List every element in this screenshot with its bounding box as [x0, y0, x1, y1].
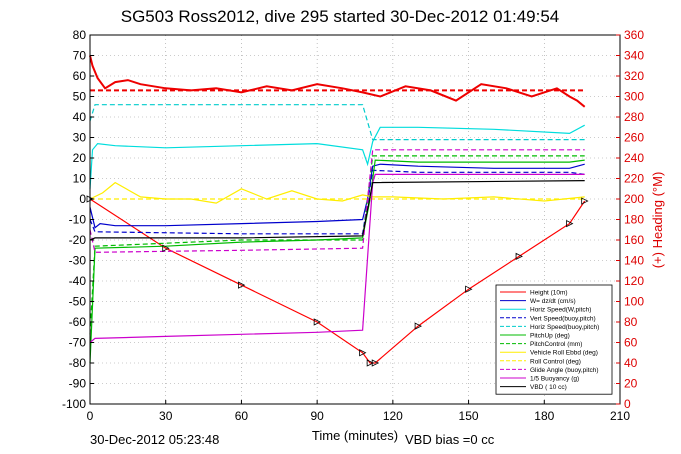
depth-marker-11	[581, 197, 589, 205]
y-right-axis-label: (+) Heading (°M)	[650, 172, 665, 269]
y-left-tick-12: -40	[69, 274, 87, 288]
y-left-tick-11: -30	[69, 254, 87, 268]
y-right-tick-12: 120	[624, 274, 644, 288]
series-line-9	[89, 149, 585, 253]
y-left-tick-2: 60	[73, 69, 87, 83]
legend-label-5: PitchUp (deg)	[530, 333, 570, 340]
y-right-tick-8: 200	[624, 192, 644, 206]
y-right-tick-18: 0	[624, 397, 631, 411]
y-right-tick-6: 240	[624, 151, 644, 165]
y-right-tick-4: 280	[624, 110, 644, 124]
y-left-tick-5: 30	[73, 131, 87, 145]
legend-label-1: W= dz/dt (cm/s)	[530, 298, 576, 305]
series-layer	[89, 55, 586, 364]
depth-marker-6	[371, 359, 380, 367]
x-tick-0: 0	[87, 409, 94, 423]
y-left-tick-8: 0	[79, 192, 86, 206]
x-tick-3: 90	[310, 409, 324, 423]
y-left-tick-1: 70	[73, 49, 87, 63]
depth-marker-8	[465, 285, 473, 293]
legend-label-0: Height (10m)	[530, 290, 568, 297]
footer-timestamp: 30-Dec-2012 05:23:48	[90, 432, 219, 447]
series-line-2	[89, 124, 585, 189]
y-right-tick-11: 140	[624, 254, 644, 268]
legend-label-9: Glide Angle (buoy,pitch)	[530, 367, 599, 374]
x-tick-1: 30	[159, 409, 173, 423]
depth-marker-2	[238, 281, 246, 289]
y-right-tick-13: 100	[624, 295, 644, 309]
legend: Height (10m)W= dz/dt (cm/s) Horiz Speed(W…	[495, 284, 613, 395]
x-axis-label: Time (minutes)	[312, 428, 398, 443]
x-tick-7: 210	[610, 409, 630, 423]
legend-label-8: Roll Control (deg)	[530, 358, 581, 365]
series-line-1	[89, 163, 585, 229]
series-line-3	[89, 169, 585, 235]
legend-label-7: Vehicle Roll Ebbd (deg)	[530, 350, 598, 357]
x-tick-4: 120	[383, 409, 403, 423]
y-right-tick-3: 300	[624, 90, 644, 104]
y-left-tick-9: -10	[69, 213, 87, 227]
y-right-tick-14: 80	[624, 315, 638, 329]
y-right-tick-17: 20	[624, 377, 638, 391]
legend-box	[495, 284, 613, 395]
y-left-tick-labels: 80 70 60 50 40 30 20 10 0 -10 -20 -30 -40 -50 -60 -70 -8…	[62, 28, 94, 411]
y-right-tick-10: 160	[624, 233, 644, 247]
y-left-tick-16: -80	[69, 356, 87, 370]
legend-label-11: VBD ( 10 cc)	[530, 384, 567, 391]
y-right-tick-9: 180	[624, 213, 644, 227]
y-left-tick-3: 50	[73, 90, 87, 104]
y-left-tick-7: 10	[73, 172, 87, 186]
y-left-tick-14: -60	[69, 315, 87, 329]
depth-marker-9	[515, 252, 523, 261]
series-line-5	[89, 159, 585, 364]
y-right-tick-1: 340	[624, 49, 644, 63]
legend-label-10: 1/5 Buoyancy (g)	[530, 376, 579, 383]
depth-marker-1	[162, 244, 170, 252]
depth-marker-10	[566, 219, 574, 228]
grid-lines	[89, 34, 621, 405]
y-left-tick-18: -100	[62, 397, 86, 411]
series-line-12	[89, 55, 586, 108]
series-line-10	[89, 173, 585, 343]
y-right-tick-15: 60	[624, 336, 638, 350]
y-left-tick-10: -20	[69, 233, 87, 247]
series-line-4	[89, 104, 585, 141]
x-tick-labels: 0 30 60 90 120 150 180 210	[87, 400, 630, 423]
legend-label-3: Vert Speed(buoy,pitch)	[530, 315, 596, 322]
descent-ascent-markers	[86, 195, 589, 367]
y-left-tick-6: 20	[73, 151, 87, 165]
y-right-tick-labels: 3603403203002802602402202001801601401201…	[616, 28, 644, 411]
y-left-tick-0: 80	[73, 28, 87, 42]
y-right-tick-5: 260	[624, 131, 644, 145]
depth-marker-5	[366, 359, 375, 367]
x-tick-5: 150	[459, 409, 479, 423]
legend-label-2: Horiz Speed(W,pitch)	[530, 307, 591, 314]
y-left-tick-13: -50	[69, 295, 87, 309]
depth-marker-4	[359, 349, 367, 357]
y-right-tick-2: 320	[624, 69, 644, 83]
y-left-tick-15: -70	[69, 336, 87, 350]
y-left-tick-4: 40	[73, 110, 87, 124]
y-left-tick-17: -90	[69, 377, 87, 391]
depth-marker-3	[313, 318, 322, 326]
footer-vbd-bias: VBD bias =0 cc	[405, 432, 495, 447]
x-tick-2: 60	[235, 409, 249, 423]
legend-label-6: PitchControl (mm)	[530, 341, 582, 348]
series-line-7	[89, 181, 585, 204]
chart-title: SG503 Ross2012, dive 295 started 30-Dec-…	[121, 7, 560, 26]
y-right-tick-7: 220	[624, 172, 644, 186]
depth-marker-7	[414, 322, 422, 330]
y-right-tick-16: 40	[624, 356, 638, 370]
series-line-11	[89, 180, 585, 241]
legend-label-4: Horiz Speed(buoy,pitch)	[530, 324, 599, 331]
series-line-6	[89, 155, 585, 335]
x-tick-6: 180	[534, 409, 554, 423]
y-right-tick-0: 360	[624, 28, 644, 42]
